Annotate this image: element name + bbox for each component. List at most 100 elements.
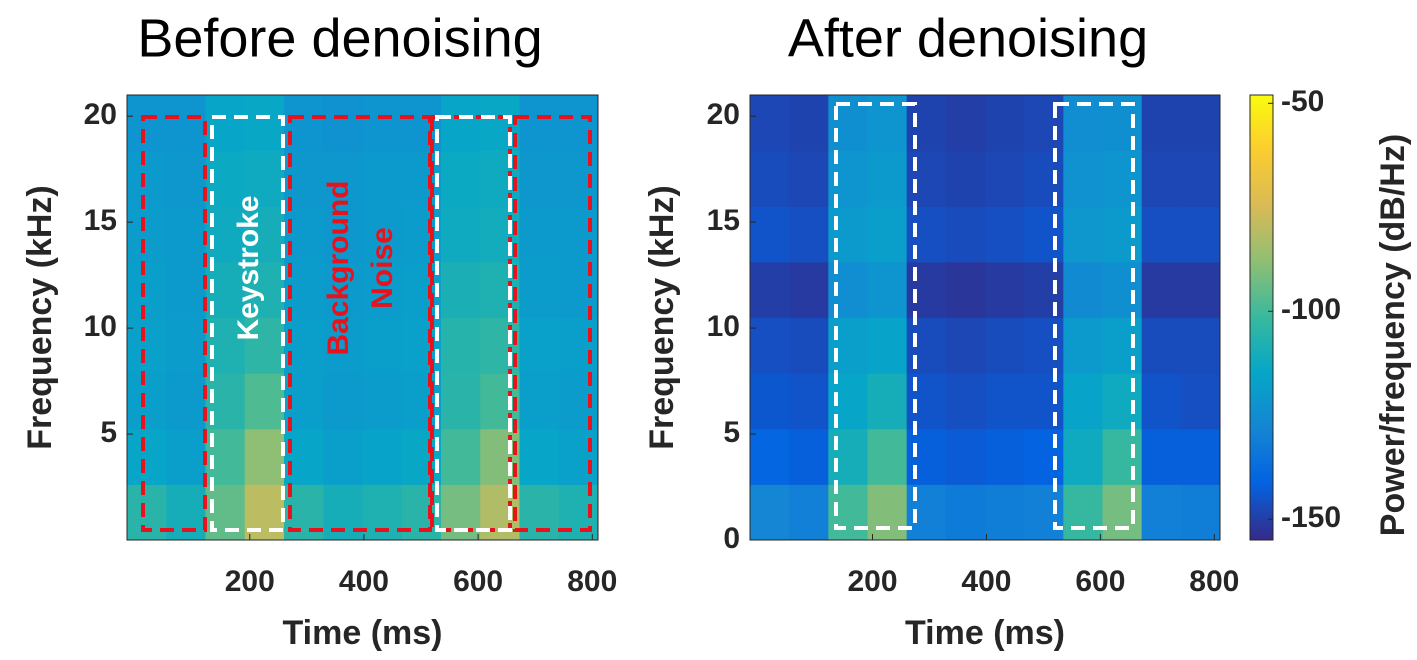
heatmap-cell: [789, 95, 829, 152]
heatmap-cell: [166, 95, 206, 152]
x-tick-label: 200: [225, 565, 275, 598]
heatmap-cell: [323, 150, 363, 207]
x-tick-label: 600: [1075, 565, 1125, 598]
heatmap-cell: [1063, 428, 1103, 485]
heatmap-cell: [985, 95, 1025, 152]
heatmap-cell: [401, 317, 442, 374]
heatmap-cell: [906, 261, 947, 318]
heatmap-cell: [1102, 261, 1143, 318]
x-tick-label: 800: [1189, 565, 1239, 598]
heatmap-cell: [362, 373, 403, 430]
heatmap-cell: [985, 261, 1025, 318]
heatmap-cell: [867, 373, 908, 430]
heatmap-cell: [1024, 206, 1064, 263]
chart: Before denoising 200 400 600 800 5 10 15 20 Time …: [21, 8, 617, 652]
heatmap-cell: [205, 95, 246, 152]
x-tick-label: 200: [847, 565, 897, 598]
heatmap-cell: [985, 206, 1025, 263]
heatmap-cell: [401, 428, 442, 485]
heatmap-cell: [558, 317, 599, 374]
heatmap-cell: [1102, 428, 1143, 485]
heatmap-cell: [441, 150, 481, 207]
highlight-box: [1053, 102, 1135, 530]
heatmap-cell: [1141, 373, 1182, 430]
x-axis-label: Time (ms): [283, 614, 443, 652]
heatmap-cell: [867, 428, 908, 485]
heatmap-cell: [127, 373, 167, 430]
heatmap-cell: [1180, 428, 1221, 485]
heatmap-cell: [441, 373, 481, 430]
colorbar-label: Power/frequency (dB/Hz): [1374, 134, 1412, 536]
heatmap-cell: [1141, 261, 1182, 318]
heatmap-cell: [750, 484, 790, 541]
heatmap-cell: [519, 206, 560, 263]
heatmap-cell: [1063, 317, 1103, 374]
heatmap-cell: [323, 317, 363, 374]
y-axis-label: Frequency (kHz): [21, 185, 59, 450]
annotation: Noise: [366, 227, 399, 309]
heatmap-cell: [362, 95, 403, 152]
plot-frame: [749, 94, 1221, 541]
heatmap-cell: [1063, 373, 1103, 430]
heatmap-cell: [166, 150, 206, 207]
heatmap-cell: [1024, 317, 1064, 374]
heatmap-cell: [127, 95, 167, 152]
heatmap-cell: [985, 150, 1025, 207]
y-tick-label: 5: [723, 416, 740, 449]
heatmap-cell: [558, 261, 599, 318]
heatmap-cell: [750, 373, 790, 430]
heatmap-cell: [519, 373, 560, 430]
heatmap-cell: [867, 206, 908, 263]
heatmap-cell: [441, 317, 481, 374]
heatmap-cell: [789, 150, 829, 207]
y-tick-label: 20: [707, 98, 740, 131]
heatmap-cell: [1180, 150, 1221, 207]
heatmap-cell: [519, 484, 560, 541]
heatmap-cell: [828, 317, 868, 374]
heatmap-cell: [906, 428, 947, 485]
heatmap-cell: [401, 206, 442, 263]
heatmap-cell: [362, 261, 403, 318]
heatmap-cell: [244, 428, 285, 485]
annotation: Keystroke: [232, 195, 265, 340]
heatmap-cell: [867, 150, 908, 207]
colorbar-tick-label: -100: [1281, 293, 1341, 326]
heatmap-cell: [558, 150, 599, 207]
heatmap-cell: [945, 95, 986, 152]
heatmap-cell: [519, 261, 560, 318]
heatmap-cell: [441, 206, 481, 263]
heatmap-cell: [1141, 150, 1182, 207]
heatmap-cell: [789, 206, 829, 263]
heatmap-cell: [985, 484, 1025, 541]
heatmap-cell: [127, 317, 167, 374]
heatmap-cell: [362, 317, 403, 374]
heatmap-cell: [945, 150, 986, 207]
heatmap-cell: [1141, 95, 1182, 152]
heatmap-cell: [244, 373, 285, 430]
heatmap-cell: [166, 428, 206, 485]
heatmap-cell: [244, 261, 285, 318]
heatmap-cell: [323, 373, 363, 430]
heatmap-cell: [945, 317, 986, 374]
heatmap-cell: [750, 95, 790, 152]
heatmap-cell: [323, 261, 363, 318]
heatmap-cell: [166, 484, 206, 541]
heatmap-cell: [867, 261, 908, 318]
x-tick-label: 800: [567, 565, 617, 598]
heatmap-cell: [828, 206, 868, 263]
heatmap-cell: [362, 484, 403, 541]
heatmap-cell: [1141, 206, 1182, 263]
chart: After denoising 200 400 600 800 0 5 10 15 20 Time …: [643, 8, 1412, 652]
heatmap-cell: [1102, 206, 1143, 263]
heatmap-cell: [127, 428, 167, 485]
heatmap-cell: [789, 428, 829, 485]
y-tick-label: 0: [723, 522, 740, 555]
heatmap-cell: [558, 95, 599, 152]
heatmap-cell: [985, 317, 1025, 374]
heatmap-cell: [166, 317, 206, 374]
heatmap-cell: [1063, 150, 1103, 207]
heatmap-cell: [789, 261, 829, 318]
heatmap-cell: [127, 206, 167, 263]
x-tick-label: 400: [339, 565, 389, 598]
y-tick-label: 10: [707, 310, 740, 343]
